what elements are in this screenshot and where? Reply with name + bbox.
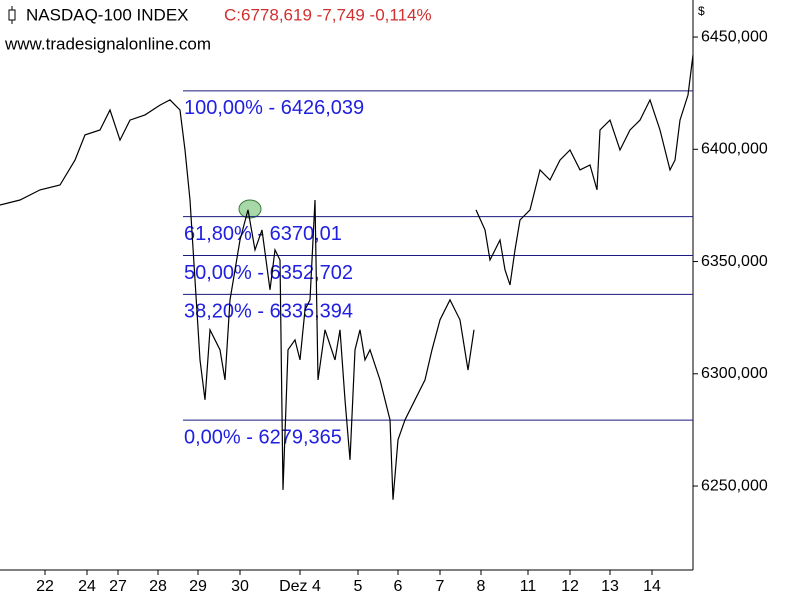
x-tick-label: Dez 4 bbox=[279, 578, 321, 595]
highlight-marker bbox=[238, 199, 262, 219]
x-tick-label: 28 bbox=[149, 578, 167, 595]
chart-title: NASDAQ-100 INDEX bbox=[26, 5, 189, 24]
y-tick-label: 6450,000 bbox=[701, 28, 768, 45]
symbol-icon bbox=[8, 6, 16, 24]
fib-label: 100,00% - 6426,039 bbox=[184, 97, 364, 119]
x-tick-label: 29 bbox=[189, 578, 207, 595]
unit: $ bbox=[698, 4, 705, 18]
x-tick-label: 11 bbox=[520, 578, 537, 595]
price-line bbox=[0, 54, 694, 500]
y-tick-label: 6250,000 bbox=[701, 477, 768, 494]
x-tick-label: 13 bbox=[601, 578, 619, 595]
fib-label: 0,00% - 6279,365 bbox=[184, 426, 342, 448]
y-tick-label: 6350,000 bbox=[701, 253, 768, 270]
y-tick-label: 6300,000 bbox=[701, 365, 768, 382]
x-tick-label: 8 bbox=[477, 578, 486, 595]
fib-label: 38,20% - 6335,394 bbox=[184, 301, 353, 323]
quote: C:6778,619 -7,749 -0,114% bbox=[224, 5, 432, 24]
x-tick-label: 24 bbox=[78, 578, 96, 595]
x-tick-label: 7 bbox=[436, 578, 445, 595]
y-tick-label: 6400,000 bbox=[701, 141, 768, 158]
x-tick-label: 12 bbox=[561, 578, 579, 595]
x-tick-label: 5 bbox=[354, 578, 363, 595]
x-tick-label: 30 bbox=[231, 578, 249, 595]
x-tick-label: 14 bbox=[643, 578, 661, 595]
x-tick-label: 22 bbox=[36, 578, 54, 595]
x-tick-label: 27 bbox=[109, 578, 127, 595]
x-tick-label: 6 bbox=[394, 578, 403, 595]
source: www.tradesignalonline.com bbox=[4, 34, 211, 53]
